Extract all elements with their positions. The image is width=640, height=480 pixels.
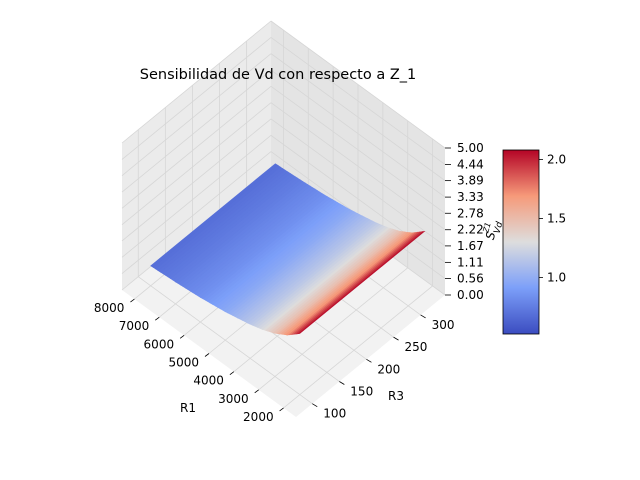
x-tick-label: 3000 [218,392,249,406]
z-axis-label: SVdZ1 [480,218,505,243]
x-tick-label: 4000 [193,374,224,388]
colorbar: 1.0 1.5 2.0 [502,149,566,335]
z-tick-label: 3.33 [457,190,484,204]
grid-line-z-right [270,69,446,198]
z-tick-label: 5.00 [457,141,484,155]
grid-line-z-left [121,135,272,258]
z-tick-label: 3.89 [457,174,484,188]
grid-line-z-right [270,37,446,165]
x-axis-label: R1 [180,401,196,415]
colorbar-tick-label: 1.5 [547,211,566,225]
grid-line-z-left [121,53,272,176]
grid-line-z-right [270,118,446,247]
grid-line-z-left [121,69,272,193]
y-tick-label: 150 [350,385,373,399]
grid-line-x-floor [283,285,433,409]
surface-strip [150,163,279,268]
z-axis-label-sub: Vd [493,221,506,235]
z-axis-label-sup: Z1 [481,221,493,235]
z-tick-label: 0.56 [457,272,484,286]
z-tick-label: 2.22 [457,223,484,237]
x-tick [130,298,135,303]
x-tick [279,407,284,412]
x-tick [254,389,259,394]
grid-line-z-right [270,102,446,231]
x-tick [155,316,160,321]
y-tick [312,403,318,408]
z-tick-label: 4.44 [457,158,484,172]
surface-mesh [150,163,426,336]
x-tick-label: 8000 [94,301,125,315]
y-tick-label: 300 [432,318,455,332]
grid-line-z-left [121,102,272,226]
axes: 2000 3000 4000 5000 6000 7000 8000 100 150 200 250… [94,141,484,424]
z-tick-label: 0.00 [457,288,484,302]
x-tick [179,335,185,339]
grid-line-z-left [121,118,272,242]
grid-line-y-floor [138,276,313,405]
x-tick-label: 2000 [243,410,274,424]
grid-line-z-right [270,135,446,263]
grid-line-z-right [270,20,446,149]
x-tick [204,353,210,357]
z-tick-label: 2.78 [457,206,484,220]
y-tick [420,314,426,319]
z-tick-label: 1.67 [457,239,484,253]
grid-line-z-right [270,85,446,214]
y-tick [366,358,372,363]
grid-line-z-right [270,53,446,181]
z-axis-label-main: S [483,230,499,241]
x-tick-label: 6000 [144,337,175,351]
x-tick-label: 5000 [168,356,199,370]
grid-line-z-left [121,37,272,160]
y-axis-label: R3 [388,389,404,403]
svg-text:SVdZ1: SVdZ1 [480,218,505,243]
y-tick-label: 200 [377,362,400,376]
x-tick [229,371,235,375]
y-tick-label: 100 [323,407,346,421]
y-tick [339,381,345,385]
grid-line-z-left [121,20,272,144]
grid-line-z-left [121,151,272,274]
colorbar-bar [502,149,540,335]
colorbar-tick-label: 2.0 [547,152,566,166]
grid-line-z-left [121,85,272,209]
grid-line-x-floor [258,267,408,391]
y-tick [393,336,399,341]
pane-back-left [122,21,271,290]
colorbar-tick-label: 1.0 [547,270,566,284]
x-tick-label: 7000 [119,319,150,333]
chart-title: Sensibilidad de Vd con respecto a Z_1 [140,67,416,83]
z-tick-label: 1.11 [457,255,484,269]
y-tick-label: 250 [405,340,428,354]
